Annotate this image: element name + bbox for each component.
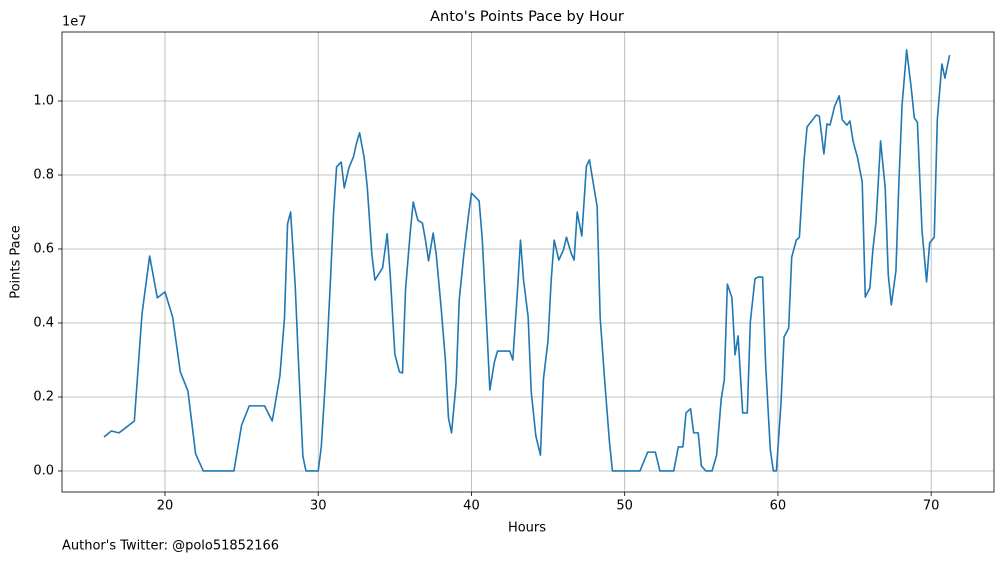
x-tick-label: 20 <box>157 499 174 514</box>
plot-frame <box>61 31 995 493</box>
x-tick-label: 40 <box>463 499 480 514</box>
y-offset-text: 1e7 <box>62 15 87 30</box>
x-tick-label: 30 <box>310 499 327 514</box>
chart-title: Anto's Points Pace by Hour <box>430 9 624 25</box>
y-axis-label: Points Pace <box>9 225 24 299</box>
y-tick-label: 0.0 <box>33 463 54 478</box>
x-axis-label: Hours <box>508 521 546 536</box>
x-tick-label: 70 <box>923 499 940 514</box>
y-tick-label: 0.2 <box>33 389 54 404</box>
x-tick-label: 50 <box>616 499 633 514</box>
y-tick-label: 0.6 <box>33 241 54 256</box>
footer: Author's Twitter: @polo51852166 <box>62 539 279 554</box>
y-tick-label: 0.8 <box>33 167 54 182</box>
x-tick-label: 60 <box>770 499 787 514</box>
data-line <box>103 49 951 472</box>
y-tick-label: 0.4 <box>33 315 54 330</box>
y-tick-label: 1.0 <box>33 94 54 109</box>
